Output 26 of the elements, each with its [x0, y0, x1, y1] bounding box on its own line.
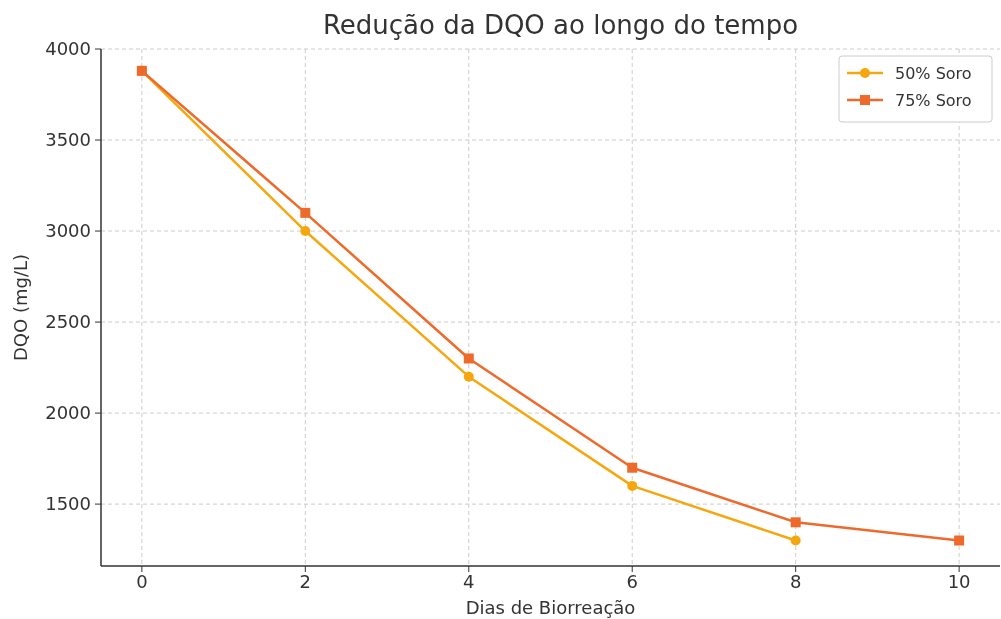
x-axis-title: Dias de Biorreação [465, 597, 636, 618]
point [463, 371, 474, 382]
y-tick-label: 2000 [45, 402, 91, 424]
point [300, 226, 311, 237]
point [627, 462, 638, 473]
point [463, 353, 474, 364]
x-tick-label: 0 [136, 571, 148, 592]
point [790, 517, 801, 528]
legend-label: 50% Soro [895, 63, 972, 83]
x-tick-label: 2 [299, 571, 312, 592]
point [790, 535, 801, 546]
point [627, 480, 638, 491]
x-tick-label: 4 [463, 571, 475, 592]
x-tick-label: 6 [626, 571, 638, 592]
point [300, 207, 311, 218]
point [954, 535, 965, 546]
y-axis-title: DQO (mg/L) [10, 253, 31, 362]
chart-title: Redução da DQO ao longo do tempo [322, 10, 799, 40]
y-tick-label: 3000 [45, 220, 91, 242]
y-tick-label: 3500 [45, 129, 91, 151]
x-tick-label: 10 [947, 571, 971, 592]
x-tick-label: 8 [789, 571, 802, 592]
legend-label: 75% Soro [895, 90, 972, 110]
y-tick-label: 2500 [45, 311, 91, 333]
y-tick-label: 1500 [45, 493, 91, 515]
y-tick-label: 4000 [45, 38, 91, 60]
